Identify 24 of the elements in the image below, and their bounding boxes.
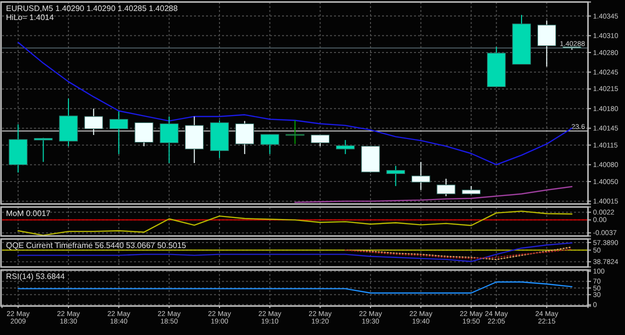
- line-series: [344, 246, 572, 260]
- candlestick: [184, 116, 204, 164]
- candlestick: [134, 122, 154, 147]
- candlestick: [310, 134, 330, 147]
- line-series: [344, 248, 572, 260]
- chart-title: QQE Current Timeframe 56.5440 53.0667 50.5015: [6, 241, 187, 250]
- line-series: [294, 186, 572, 203]
- chart-title: MoM 0.0017: [6, 209, 52, 218]
- chart-title: RSI(14) 53.6844: [6, 272, 66, 281]
- chart-title: EURUSD,M5 1.40290 1.40290 1.40285 1.40288: [6, 4, 178, 13]
- candlestick: [436, 178, 456, 197]
- candlestick: [160, 116, 179, 164]
- candlestick: [34, 137, 53, 162]
- candlestick: [109, 110, 128, 155]
- candlestick: [411, 161, 430, 190]
- candlestick: [235, 120, 254, 155]
- candlestick: [336, 140, 355, 155]
- line-series: [18, 281, 572, 294]
- candlestick: [84, 108, 103, 136]
- candlestick: [286, 120, 304, 144]
- text: HiLo= 1.4014: [6, 13, 54, 22]
- candlestick: [260, 134, 280, 155]
- candlestick: [386, 165, 406, 187]
- candlestick: [537, 20, 556, 68]
